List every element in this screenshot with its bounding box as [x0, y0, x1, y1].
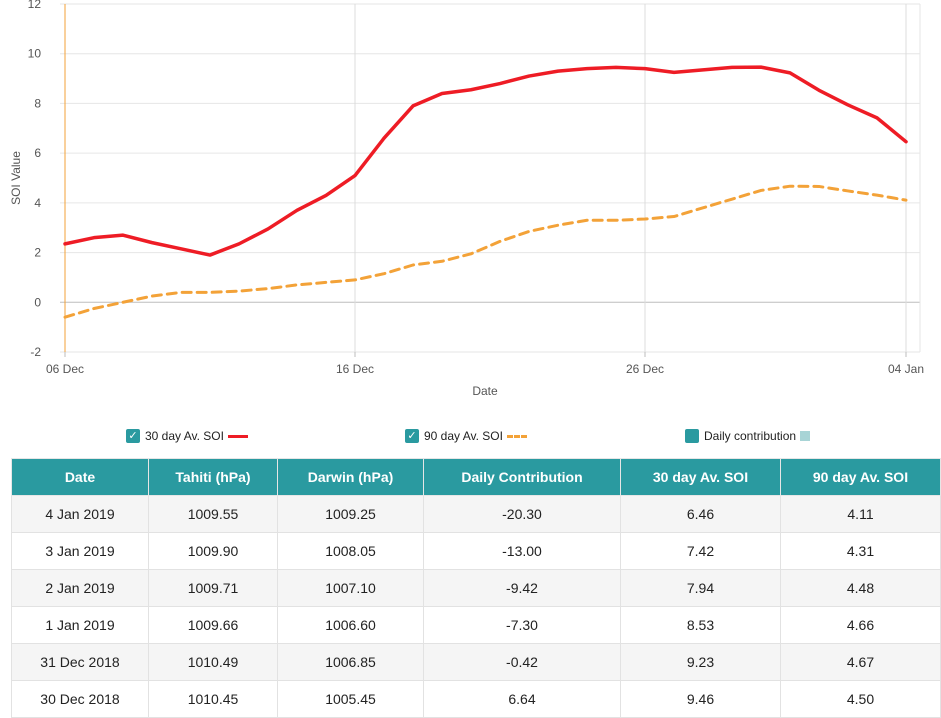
y-tick-label: -2 — [30, 345, 41, 359]
cell-tahiti: 1009.71 — [148, 569, 278, 607]
checkbox-30day[interactable]: ✓ — [126, 429, 140, 443]
cell-date: 31 Dec 2018 — [11, 643, 149, 681]
cell-darwin: 1008.05 — [277, 532, 424, 570]
header-tahiti[interactable]: Tahiti (hPa) — [148, 458, 278, 496]
cell-darwin: 1007.10 — [277, 569, 424, 607]
table-header-row: Date Tahiti (hPa) Darwin (hPa) Daily Con… — [11, 458, 941, 496]
cell-date: 3 Jan 2019 — [11, 532, 149, 570]
cell-tahiti: 1009.66 — [148, 606, 278, 644]
legend-label-30day: 30 day Av. SOI — [145, 429, 224, 443]
cell-soi30: 6.46 — [620, 495, 781, 533]
legend-label-daily: Daily contribution — [704, 429, 797, 443]
table-row: 3 Jan 2019 1009.90 1008.05 -13.00 7.42 4… — [11, 532, 941, 570]
cell-date: 2 Jan 2019 — [11, 569, 149, 607]
cell-daily: -9.42 — [423, 569, 621, 607]
cell-tahiti: 1010.49 — [148, 643, 278, 681]
cell-date: 1 Jan 2019 — [11, 606, 149, 644]
table-row: 1 Jan 2019 1009.66 1006.60 -7.30 8.53 4.… — [11, 606, 941, 644]
cell-soi90: 4.50 — [780, 680, 941, 718]
legend-item-90day[interactable]: ✓ 90 day Av. SOI — [405, 426, 527, 446]
y-tick-label: 4 — [34, 196, 41, 210]
grid-lines — [60, 3, 921, 357]
table-row: 2 Jan 2019 1009.71 1007.10 -9.42 7.94 4.… — [11, 569, 941, 607]
x-tick-label: 04 Jan — [888, 362, 924, 376]
legend-swatch-daily — [800, 431, 811, 441]
legend-swatch-30day — [227, 434, 248, 438]
chart-legend: ✓ 30 day Av. SOI ✓ 90 day Av. SOI Daily … — [0, 426, 941, 448]
legend-item-daily[interactable]: Daily contribution — [685, 426, 811, 446]
cell-darwin: 1006.85 — [277, 643, 424, 681]
cell-tahiti: 1009.55 — [148, 495, 278, 533]
cell-daily: -7.30 — [423, 606, 621, 644]
cell-daily: 6.64 — [423, 680, 621, 718]
cell-tahiti: 1010.45 — [148, 680, 278, 718]
cell-darwin: 1009.25 — [277, 495, 424, 533]
soi-data-table: Date Tahiti (hPa) Darwin (hPa) Daily Con… — [11, 458, 941, 718]
cell-date: 4 Jan 2019 — [11, 495, 149, 533]
cell-tahiti: 1009.90 — [148, 532, 278, 570]
table-row: 30 Dec 2018 1010.45 1005.45 6.64 9.46 4.… — [11, 680, 941, 718]
cell-soi90: 4.67 — [780, 643, 941, 681]
tick-labels: -2 0 2 4 6 8 10 12 06 Dec 16 Dec 26 Dec 04 Jan — [28, 0, 924, 376]
series-line-30day-soi — [63, 65, 908, 257]
soi-chart: -2 0 2 4 6 8 10 12 06 Dec 16 Dec 26 Dec 04 Jan Date… — [9, 0, 924, 398]
y-tick-label: 8 — [34, 96, 41, 110]
checkbox-90day[interactable]: ✓ — [405, 429, 419, 443]
cell-soi90: 4.31 — [780, 532, 941, 570]
cell-soi30: 7.94 — [620, 569, 781, 607]
cell-soi30: 9.23 — [620, 643, 781, 681]
cell-soi90: 4.48 — [780, 569, 941, 607]
cell-darwin: 1005.45 — [277, 680, 424, 718]
y-axis-title: SOI Value — [9, 151, 23, 205]
cell-daily: -20.30 — [423, 495, 621, 533]
legend-label-90day: 90 day Av. SOI — [424, 429, 503, 443]
cell-soi30: 7.42 — [620, 532, 781, 570]
x-tick-label: 16 Dec — [336, 362, 374, 376]
y-tick-label: 0 — [34, 295, 41, 309]
header-daily-contribution[interactable]: Daily Contribution — [423, 458, 621, 496]
cell-soi90: 4.66 — [780, 606, 941, 644]
header-darwin[interactable]: Darwin (hPa) — [277, 458, 424, 496]
cell-daily: -13.00 — [423, 532, 621, 570]
series-lines — [63, 65, 908, 319]
y-tick-label: 12 — [28, 0, 42, 11]
y-tick-label: 10 — [28, 47, 42, 61]
cell-soi90: 4.11 — [780, 495, 941, 533]
x-axis-title: Date — [472, 384, 498, 398]
cell-darwin: 1006.60 — [277, 606, 424, 644]
y-tick-label: 2 — [34, 246, 41, 260]
header-90day-soi[interactable]: 90 day Av. SOI — [780, 458, 941, 496]
header-date[interactable]: Date — [11, 458, 149, 496]
legend-swatch-90day — [506, 434, 527, 438]
checkbox-daily[interactable] — [685, 429, 699, 443]
table-row: 31 Dec 2018 1010.49 1006.85 -0.42 9.23 4… — [11, 643, 941, 681]
cell-soi30: 9.46 — [620, 680, 781, 718]
cell-daily: -0.42 — [423, 643, 621, 681]
series-line-90day-soi — [63, 184, 908, 319]
cell-soi30: 8.53 — [620, 606, 781, 644]
x-tick-label: 26 Dec — [626, 362, 664, 376]
legend-item-30day[interactable]: ✓ 30 day Av. SOI — [126, 426, 248, 446]
header-30day-soi[interactable]: 30 day Av. SOI — [620, 458, 781, 496]
x-tick-label: 06 Dec — [46, 362, 84, 376]
table-row: 4 Jan 2019 1009.55 1009.25 -20.30 6.46 4… — [11, 495, 941, 533]
y-tick-label: 6 — [34, 146, 41, 160]
cell-date: 30 Dec 2018 — [11, 680, 149, 718]
